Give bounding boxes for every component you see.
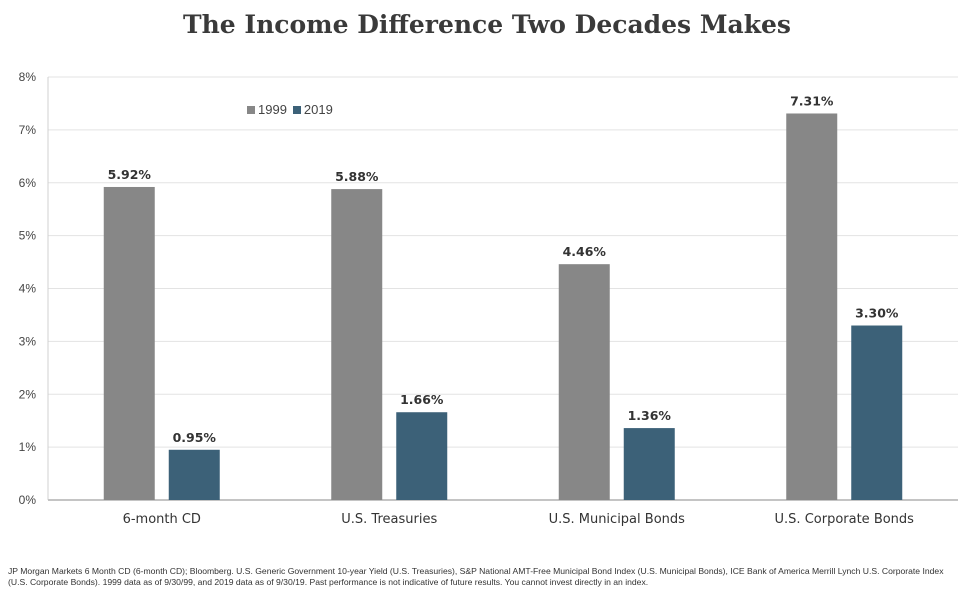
data-label-2019-1: 1.66% <box>400 392 444 407</box>
y-tick-label: 7% <box>19 123 37 137</box>
x-tick-label: U.S. Municipal Bonds <box>549 512 686 527</box>
legend-swatch-1999 <box>247 105 255 114</box>
y-tick-label: 3% <box>19 334 37 348</box>
bar-2019-3 <box>851 325 903 500</box>
y-tick-label: 6% <box>19 176 37 190</box>
bar-1999-3 <box>786 113 838 500</box>
data-label-1999-3: 7.31% <box>790 93 834 108</box>
legend-item-1999: 1999 <box>247 102 287 117</box>
bar-2019-1 <box>396 412 448 500</box>
legend-item-2019: 2019 <box>292 102 333 117</box>
x-tick-label: U.S. Treasuries <box>341 512 437 527</box>
data-label-1999-0: 5.92% <box>108 167 152 182</box>
y-tick-label: 4% <box>19 282 37 296</box>
bar-1999-1 <box>331 189 383 500</box>
bar-chart: 0% 1% 2% 3% 4% 5% 6% 7% 8% 5.92% 0.95% 6-month CD 5.… <box>19 70 958 527</box>
y-tick-label: 5% <box>19 229 37 243</box>
data-label-1999-2: 4.46% <box>563 244 607 259</box>
legend-label-2019: 2019 <box>303 102 333 117</box>
y-tick-label: 0% <box>19 493 37 507</box>
x-tick-label: U.S. Corporate Bonds <box>775 512 915 527</box>
data-label-1999-1: 5.88% <box>335 169 379 184</box>
bar-2019-0 <box>168 449 220 500</box>
y-tick-label: 8% <box>19 70 37 84</box>
source-footnote: JP Morgan Markets 6 Month CD (6-month CD… <box>8 566 944 587</box>
x-tick-label: 6-month CD <box>123 512 201 527</box>
bar-1999-2 <box>558 264 610 500</box>
y-tick-label: 2% <box>19 387 37 401</box>
legend-label-1999: 1999 <box>258 102 287 117</box>
y-tick-label: 1% <box>19 440 37 454</box>
chart-title: The Income Difference Two Decades Makes <box>182 10 791 39</box>
data-label-2019-3: 3.30% <box>855 306 899 321</box>
legend: 1999 2019 <box>247 102 339 117</box>
data-label-2019-2: 1.36% <box>628 408 672 423</box>
data-label-2019-0: 0.95% <box>173 430 217 445</box>
bar-2019-2 <box>623 428 675 500</box>
legend-swatch-2019 <box>292 105 301 114</box>
bar-1999-0 <box>103 186 155 501</box>
